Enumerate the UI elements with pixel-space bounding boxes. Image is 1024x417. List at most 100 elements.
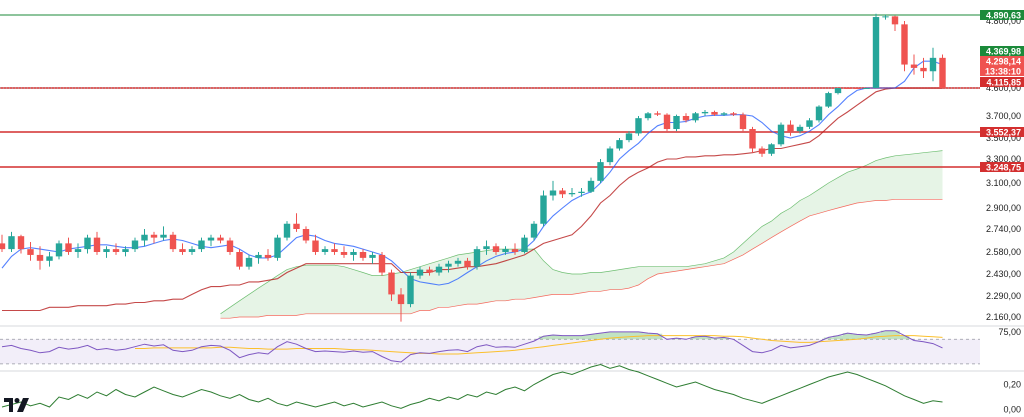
candle-body[interactable]: [369, 254, 376, 258]
candle-body[interactable]: [692, 113, 699, 121]
candle-body[interactable]: [711, 111, 718, 115]
candle[interactable]: [312, 234, 319, 255]
candle[interactable]: [55, 240, 63, 260]
candle[interactable]: [198, 237, 205, 252]
candle-body[interactable]: [27, 249, 34, 255]
candle-body[interactable]: [169, 234, 177, 250]
candle-body[interactable]: [644, 113, 652, 119]
candle-body[interactable]: [131, 240, 139, 250]
candle-body[interactable]: [606, 148, 614, 163]
candle-body[interactable]: [378, 254, 386, 273]
candle[interactable]: [65, 237, 72, 255]
candle[interactable]: [46, 252, 53, 267]
candle[interactable]: [369, 252, 376, 264]
candle[interactable]: [692, 111, 699, 123]
candle-body[interactable]: [293, 223, 300, 229]
candle-body[interactable]: [17, 236, 25, 250]
candle[interactable]: [27, 241, 34, 261]
candle-body[interactable]: [312, 240, 319, 253]
candle[interactable]: [112, 243, 120, 255]
candle-body[interactable]: [255, 254, 262, 258]
candle[interactable]: [359, 249, 367, 261]
candle-body[interactable]: [939, 57, 946, 88]
candle-body[interactable]: [122, 249, 129, 252]
candle-body[interactable]: [635, 118, 642, 134]
candle[interactable]: [616, 138, 623, 151]
candle[interactable]: [625, 131, 633, 143]
candle-body[interactable]: [815, 106, 823, 121]
candle[interactable]: [749, 126, 756, 153]
candle-body[interactable]: [217, 237, 224, 241]
candle[interactable]: [340, 246, 348, 258]
candle-body[interactable]: [502, 249, 509, 252]
candle[interactable]: [549, 180, 557, 201]
candle[interactable]: [217, 234, 224, 244]
candle[interactable]: [103, 246, 110, 258]
candle[interactable]: [872, 13, 880, 89]
rsi-panel[interactable]: 75,00: [0, 327, 1021, 365]
candle[interactable]: [929, 47, 937, 82]
candle[interactable]: [378, 252, 386, 276]
candle[interactable]: [939, 54, 946, 89]
candle-body[interactable]: [530, 223, 538, 238]
candle[interactable]: [0, 234, 6, 252]
candle[interactable]: [160, 226, 167, 241]
candle-body[interactable]: [787, 124, 794, 132]
candle[interactable]: [920, 57, 927, 78]
candle[interactable]: [331, 243, 338, 255]
candle-body[interactable]: [844, 88, 851, 89]
candle-body[interactable]: [46, 256, 53, 261]
candle-body[interactable]: [739, 114, 747, 130]
candle[interactable]: [141, 229, 148, 247]
oscillator-panel[interactable]: 0,20 0,00: [1, 363, 1021, 415]
candle[interactable]: [426, 266, 433, 276]
candle[interactable]: [122, 246, 129, 257]
candle-body[interactable]: [663, 114, 671, 130]
candle-body[interactable]: [473, 249, 481, 267]
candle-body[interactable]: [701, 111, 709, 114]
candle[interactable]: [36, 246, 44, 270]
candle-body[interactable]: [179, 249, 186, 252]
candle-body[interactable]: [0, 243, 6, 250]
candle-body[interactable]: [578, 191, 585, 193]
candle[interactable]: [635, 116, 642, 136]
candle[interactable]: [454, 257, 462, 267]
candle[interactable]: [236, 249, 243, 270]
candle-body[interactable]: [454, 260, 462, 264]
candle-body[interactable]: [521, 237, 528, 252]
candle-body[interactable]: [141, 234, 148, 241]
candle[interactable]: [521, 234, 528, 254]
candle[interactable]: [445, 260, 452, 273]
candle[interactable]: [131, 237, 139, 252]
candle-body[interactable]: [388, 272, 395, 295]
candle[interactable]: [701, 109, 709, 116]
candle[interactable]: [492, 243, 500, 255]
candle[interactable]: [473, 246, 481, 270]
candle-body[interactable]: [511, 249, 519, 252]
candle-body[interactable]: [74, 249, 82, 252]
candle[interactable]: [502, 246, 509, 255]
candle-body[interactable]: [492, 246, 500, 252]
candle-body[interactable]: [863, 88, 870, 89]
candle-body[interactable]: [825, 93, 832, 107]
candle[interactable]: [464, 257, 471, 270]
price-axis[interactable]: 4.800,00 4.600,00 3.700,00 3.500,00 3.300,00…: [986, 16, 1021, 322]
candle-body[interactable]: [160, 234, 167, 238]
candle[interactable]: [578, 188, 585, 197]
candle-body[interactable]: [730, 113, 737, 115]
candle[interactable]: [777, 122, 785, 147]
candle[interactable]: [844, 88, 851, 89]
candle[interactable]: [416, 266, 424, 279]
candle-body[interactable]: [806, 120, 813, 127]
candle-body[interactable]: [407, 275, 414, 305]
candle[interactable]: [169, 231, 177, 252]
candle[interactable]: [293, 213, 300, 232]
candle-body[interactable]: [768, 144, 775, 154]
candle[interactable]: [17, 234, 25, 254]
candle-body[interactable]: [331, 249, 338, 252]
candle[interactable]: [530, 221, 538, 241]
candle[interactable]: [540, 190, 547, 227]
candle-body[interactable]: [264, 254, 272, 258]
candle-body[interactable]: [8, 236, 15, 250]
candles[interactable]: [0, 13, 946, 322]
